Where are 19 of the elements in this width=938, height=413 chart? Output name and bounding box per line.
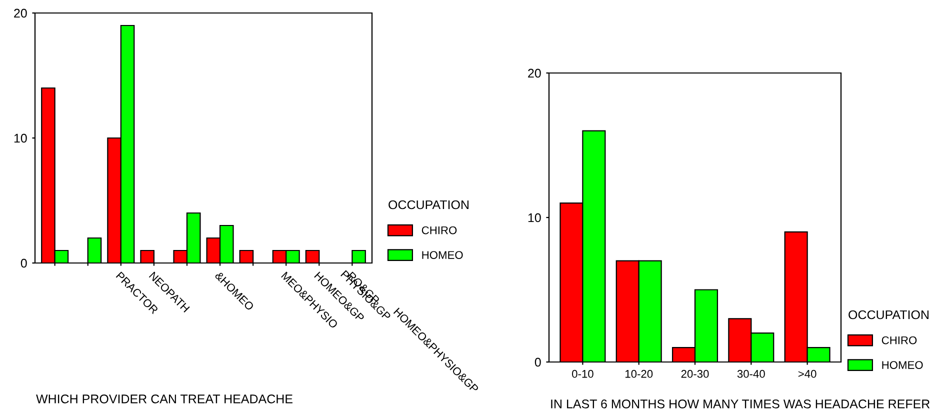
legend-label: CHIRO (422, 226, 457, 234)
y-tick-label: 0 (20, 258, 27, 268)
legend-label: HOMEO (882, 361, 923, 369)
y-tick-label: 10 (528, 213, 541, 222)
x-tick-label: 10-20 (625, 370, 653, 378)
y-tick-label: 20 (528, 68, 541, 78)
x-axis-title: IN LAST 6 MONTHS HOW MANY TIMES WAS HEADACHE REFER (551, 400, 930, 408)
legend-label: CHIRO (882, 336, 917, 344)
x-tick-label: >40 (798, 370, 816, 378)
x-tick-label: 30-40 (737, 370, 765, 378)
legend-title: OCCUPATION (848, 310, 928, 320)
y-tick-label: 20 (14, 8, 27, 18)
y-tick-label: 0 (534, 358, 541, 367)
legend-title: OCCUPATION (388, 200, 468, 210)
y-tick-label: 10 (14, 134, 27, 143)
x-tick-label: 0-10 (572, 370, 594, 378)
legend-label: HOMEO (422, 251, 463, 259)
x-tick-label: 20-30 (681, 370, 709, 378)
x-axis-title: WHICH PROVIDER CAN TREAT HEADACHE (36, 394, 292, 404)
